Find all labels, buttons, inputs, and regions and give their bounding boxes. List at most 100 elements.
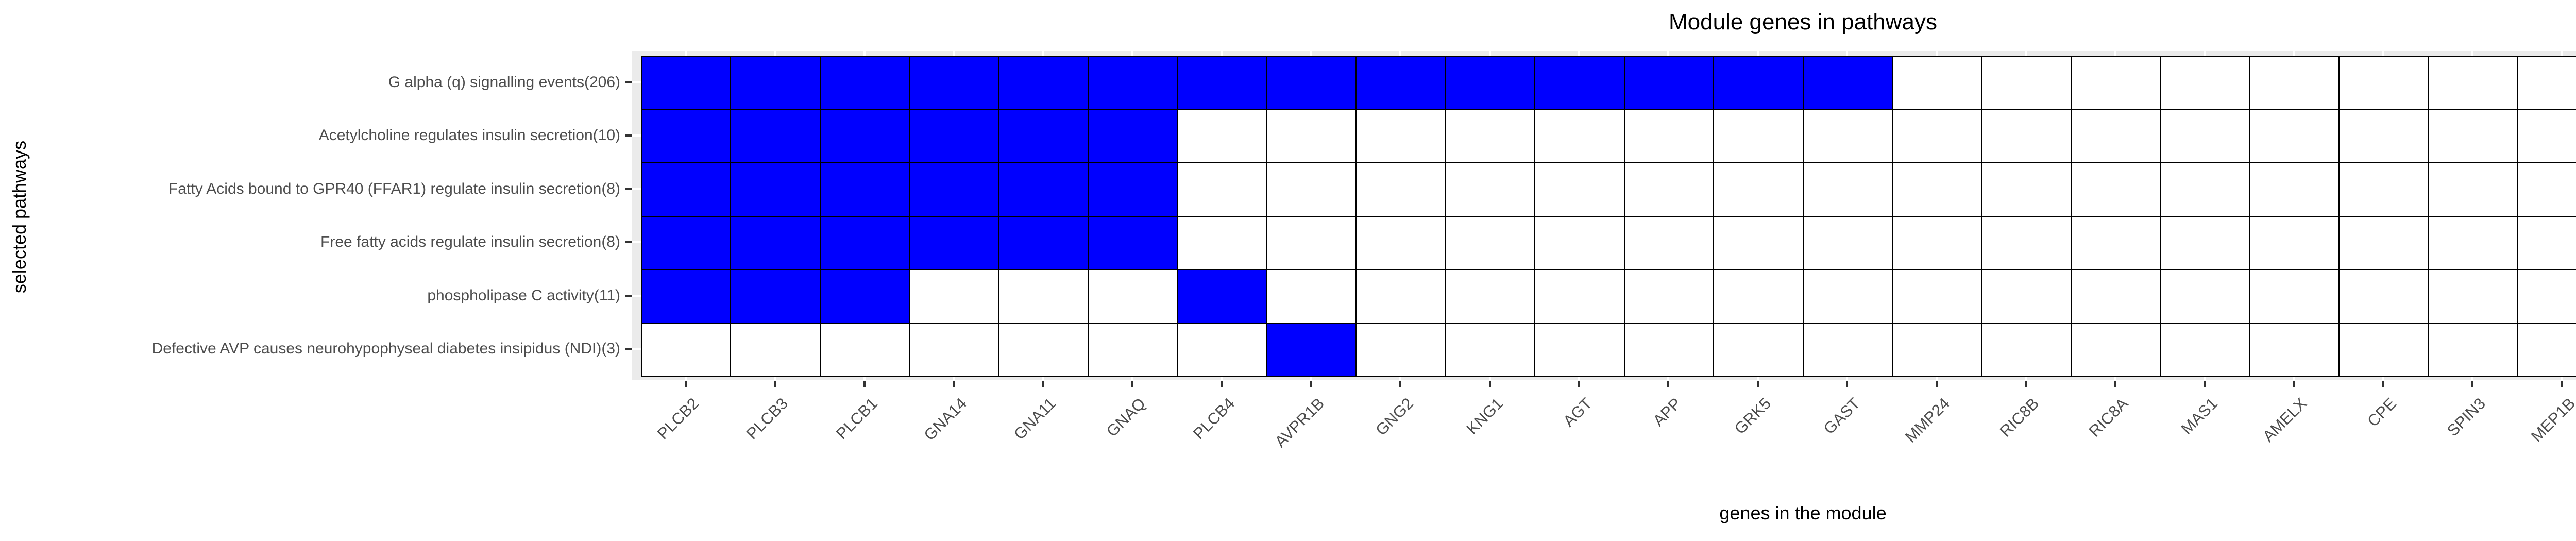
- heatmap-cell: [1714, 323, 1803, 376]
- heatmap-cell: [2249, 216, 2340, 269]
- heatmap-cell: [998, 216, 1089, 269]
- heatmap-cell: [998, 56, 1089, 110]
- heatmap-cell: [2071, 109, 2161, 163]
- heatmap-cell: [1535, 323, 1624, 376]
- heatmap-cell: [2160, 323, 2250, 376]
- heatmap-cell: [2428, 56, 2518, 110]
- heatmap-cell: [1714, 269, 1803, 323]
- heatmap-cell: [2339, 216, 2429, 269]
- heatmap-cell: [2517, 216, 2576, 269]
- heatmap-cell: [2428, 216, 2518, 269]
- y-tick-label: phospholipase C activity(11): [427, 286, 620, 304]
- heatmap-cell: [2339, 163, 2429, 216]
- heatmap-cell: [1981, 269, 2071, 323]
- heatmap-cell: [1803, 109, 1892, 163]
- x-axis-tick: [1310, 381, 1312, 387]
- heatmap-cell: [998, 163, 1089, 216]
- x-axis-tick: [1846, 381, 1849, 387]
- heatmap-cell: [2249, 323, 2340, 376]
- heatmap-cell: [1624, 109, 1714, 163]
- heatmap-cell: [998, 323, 1089, 376]
- heatmap-cell: [1088, 163, 1178, 216]
- heatmap-cell: [1266, 109, 1357, 163]
- heatmap-cell: [820, 109, 910, 163]
- heatmap-cell: [1624, 163, 1714, 216]
- heatmap-cell: [2428, 163, 2518, 216]
- y-axis-tick: [625, 294, 632, 297]
- heatmap-cell: [1177, 109, 1267, 163]
- heatmap-cell: [1535, 109, 1624, 163]
- heatmap-cell: [1177, 216, 1267, 269]
- heatmap-cell: [909, 216, 999, 269]
- heatmap-cell: [1714, 56, 1803, 110]
- heatmap-cell: [731, 163, 820, 216]
- heatmap-cell: [1714, 163, 1803, 216]
- heatmap-grid: [641, 56, 2576, 377]
- heatmap-cell: [2428, 109, 2518, 163]
- heatmap-cell: [909, 269, 999, 323]
- y-axis-tick: [625, 81, 632, 83]
- heatmap-cell: [1624, 269, 1714, 323]
- heatmap-cell: [1088, 109, 1178, 163]
- y-tick-label: Fatty Acids bound to GPR40 (FFAR1) regul…: [168, 180, 620, 197]
- y-axis-tick: [625, 188, 632, 190]
- heatmap-cell: [2517, 269, 2576, 323]
- heatmap-cell: [1177, 163, 1267, 216]
- x-axis-tick: [2382, 381, 2384, 387]
- chart-title: Module genes in pathways: [1669, 9, 1937, 35]
- heatmap-cell: [820, 323, 910, 376]
- heatmap-cell: [2160, 109, 2250, 163]
- heatmap-cell: [2071, 163, 2161, 216]
- heatmap-cell: [2160, 269, 2250, 323]
- x-axis-tick: [2025, 381, 2027, 387]
- heatmap-cell: [1177, 323, 1267, 376]
- heatmap-cell: [641, 216, 731, 269]
- heatmap-cell: [2160, 216, 2250, 269]
- x-axis-tick: [1399, 381, 1402, 387]
- heatmap-cell: [641, 56, 731, 110]
- heatmap-cell: [1624, 56, 1714, 110]
- heatmap-cell: [1088, 216, 1178, 269]
- x-axis-tick: [1756, 381, 1759, 387]
- heatmap-cell: [1803, 269, 1892, 323]
- heatmap-cell: [1892, 216, 1982, 269]
- heatmap-cell: [2517, 323, 2576, 376]
- heatmap-cell: [1445, 323, 1535, 376]
- x-axis-tick: [2561, 381, 2563, 387]
- heatmap-cell: [731, 269, 820, 323]
- heatmap-cell: [1445, 109, 1535, 163]
- x-axis-tick: [952, 381, 955, 387]
- heatmap-cell: [1445, 56, 1535, 110]
- heatmap-cell: [2160, 163, 2250, 216]
- heatmap-cell: [2071, 56, 2161, 110]
- y-axis-tick: [625, 134, 632, 137]
- heatmap-cell: [2249, 109, 2340, 163]
- heatmap-cell: [1535, 56, 1624, 110]
- heatmap-cell: [2249, 56, 2340, 110]
- x-axis-tick: [1578, 381, 1580, 387]
- y-tick-label: G alpha (q) signalling events(206): [388, 73, 620, 91]
- heatmap-cell: [909, 163, 999, 216]
- heatmap-cell: [1266, 56, 1357, 110]
- y-axis-tick: [625, 241, 632, 244]
- heatmap-cell: [2428, 269, 2518, 323]
- heatmap-cell: [2071, 216, 2161, 269]
- heatmap-cell: [1892, 269, 1982, 323]
- heatmap-cell: [2339, 323, 2429, 376]
- heatmap-cell: [641, 109, 731, 163]
- heatmap-cell: [1535, 163, 1624, 216]
- y-tick-label: Defective AVP causes neurohypophyseal di…: [151, 340, 620, 358]
- heatmap-cell: [1356, 56, 1446, 110]
- heatmap-cell: [998, 269, 1089, 323]
- heatmap-cell: [1445, 163, 1535, 216]
- heatmap-cell: [1177, 269, 1267, 323]
- x-axis-tick: [2471, 381, 2474, 387]
- heatmap-cell: [731, 109, 820, 163]
- heatmap-cell: [2339, 269, 2429, 323]
- heatmap-cell: [2249, 163, 2340, 216]
- x-axis-tick: [774, 381, 776, 387]
- heatmap-cell: [1981, 109, 2071, 163]
- x-axis-tick: [1488, 381, 1491, 387]
- x-axis-tick: [2203, 381, 2206, 387]
